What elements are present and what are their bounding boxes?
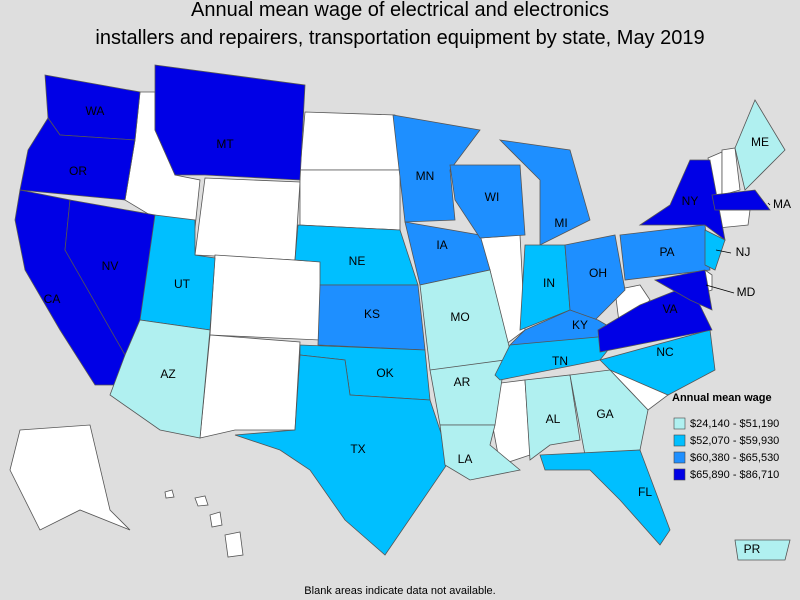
blank-state bbox=[721, 147, 741, 196]
state-label: FL bbox=[638, 485, 652, 499]
legend-swatch bbox=[673, 417, 686, 430]
state-label: OK bbox=[376, 366, 393, 380]
state-label: AZ bbox=[160, 367, 175, 381]
state-label: NJ bbox=[736, 245, 751, 259]
state bbox=[734, 99, 786, 191]
legend-label: $24,140 - $51,190 bbox=[690, 418, 779, 430]
blank-state bbox=[209, 254, 326, 341]
state bbox=[597, 284, 713, 353]
state bbox=[734, 539, 791, 561]
state-label: AL bbox=[546, 412, 561, 426]
state bbox=[449, 164, 526, 239]
state bbox=[154, 64, 306, 181]
state-label: OR bbox=[69, 164, 87, 178]
state-label: OH bbox=[589, 266, 607, 280]
state-label: MT bbox=[216, 137, 234, 151]
state-label: NE bbox=[349, 254, 366, 268]
state bbox=[109, 319, 211, 439]
state bbox=[569, 369, 649, 456]
leader-line bbox=[715, 249, 732, 254]
state-label: AR bbox=[454, 375, 471, 389]
state bbox=[392, 114, 481, 223]
state-label: KS bbox=[364, 307, 380, 321]
legend-label: $65,890 - $86,710 bbox=[690, 469, 779, 481]
state bbox=[653, 269, 713, 311]
state-label: IN bbox=[543, 276, 555, 290]
footnote: Blank areas indicate data not available. bbox=[304, 585, 495, 597]
blank-state bbox=[194, 495, 209, 507]
state-label: MD bbox=[737, 285, 756, 299]
legend-title: Annual mean wage bbox=[672, 392, 772, 404]
state-label: WI bbox=[485, 190, 500, 204]
state bbox=[564, 234, 626, 321]
state-label: ME bbox=[751, 135, 769, 149]
state bbox=[524, 374, 581, 461]
state bbox=[638, 159, 726, 241]
state-label: LA bbox=[458, 452, 473, 466]
state bbox=[498, 139, 591, 246]
title-line: installers and repairers, transportation… bbox=[95, 27, 704, 49]
state bbox=[439, 424, 521, 481]
blank-state bbox=[9, 424, 131, 531]
state bbox=[234, 354, 451, 556]
state-label: NY bbox=[682, 194, 699, 208]
state-label: NV bbox=[102, 259, 119, 273]
state-label: MO bbox=[450, 310, 469, 324]
state-label: PR bbox=[744, 542, 761, 556]
state-label: TN bbox=[552, 354, 568, 368]
legend-label: $52,070 - $59,930 bbox=[690, 435, 779, 447]
blank-state bbox=[209, 511, 223, 528]
blank-state bbox=[224, 531, 244, 558]
state-label: UT bbox=[174, 277, 191, 291]
state bbox=[704, 229, 726, 271]
state-label: MN bbox=[416, 169, 435, 183]
state bbox=[599, 329, 716, 396]
legend-swatch bbox=[673, 451, 686, 464]
title-line: Annual mean wage of electrical and elect… bbox=[191, 0, 609, 21]
legend-swatch bbox=[673, 468, 686, 481]
leader-line bbox=[705, 284, 735, 294]
state-label: CA bbox=[44, 292, 61, 306]
state bbox=[711, 189, 771, 211]
state-label: KY bbox=[572, 318, 588, 332]
state-label: PA bbox=[659, 245, 674, 259]
legend-swatch bbox=[673, 434, 686, 447]
leader-line bbox=[767, 202, 771, 206]
state-label: MA bbox=[773, 197, 791, 211]
blank-state bbox=[299, 169, 401, 231]
blank-state bbox=[194, 177, 301, 261]
state bbox=[19, 117, 136, 201]
state-label: MI bbox=[554, 216, 567, 230]
state-label: IA bbox=[436, 238, 447, 252]
blank-state bbox=[299, 111, 401, 171]
state bbox=[429, 359, 506, 426]
blank-state bbox=[199, 334, 301, 439]
state-label: NC bbox=[656, 345, 674, 359]
state-label: WA bbox=[86, 104, 105, 118]
state-label: TX bbox=[350, 442, 365, 456]
state bbox=[539, 449, 671, 546]
state-label: VA bbox=[662, 302, 677, 316]
legend-label: $60,380 - $65,530 bbox=[690, 452, 779, 464]
state bbox=[619, 224, 711, 281]
blank-state bbox=[164, 489, 175, 499]
state-label: GA bbox=[596, 407, 613, 421]
